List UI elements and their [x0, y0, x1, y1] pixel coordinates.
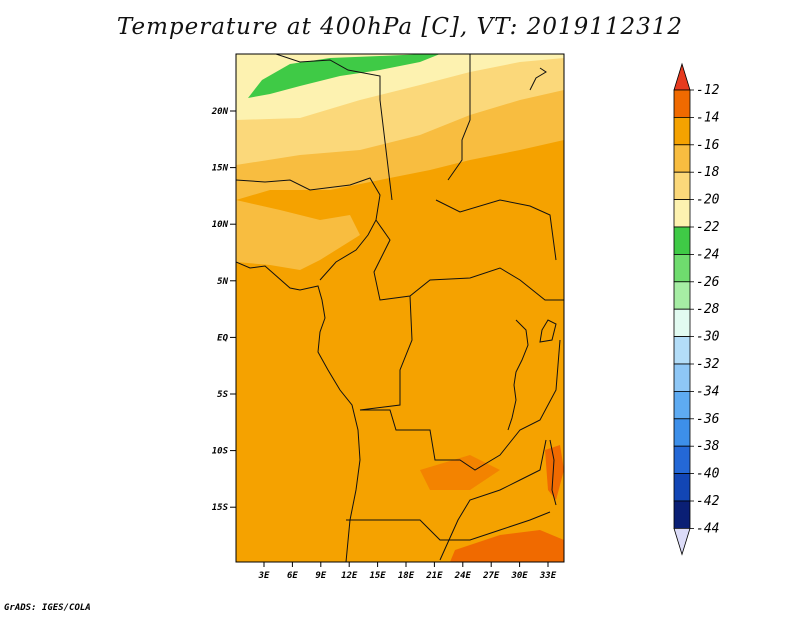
colorbar-label: -38 — [696, 439, 720, 454]
map-frame — [235, 53, 565, 563]
colorbar-label: -16 — [696, 138, 720, 153]
colorbar-swatch — [673, 171, 691, 200]
colorbar-label: -34 — [696, 384, 719, 399]
colorbar-swatch — [673, 308, 691, 338]
colorbar-swatch — [673, 62, 691, 91]
border-sudan-south — [435, 199, 557, 261]
colorbar-label: -22 — [696, 220, 720, 235]
colorbar-label: -26 — [696, 275, 720, 290]
colorbar-swatch — [673, 473, 691, 502]
colorbar-swatch — [673, 281, 691, 310]
lon-tick-label: 9E — [315, 571, 326, 581]
lon-tick-label: 18E — [398, 571, 415, 581]
border-sudan — [447, 54, 471, 181]
colorbar-label: -30 — [696, 330, 720, 345]
colorbar-swatch — [673, 117, 691, 146]
border-congo — [359, 295, 561, 471]
colorbar: -12 -14 -16 -18 -20 -22 -24 -26 -28 -30 -32 -34 -36 -… — [673, 62, 720, 556]
latitude-axis: 20N 15N 10N 5N EQ 5S 10S 15S — [211, 107, 236, 513]
colorbar-swatch — [673, 390, 691, 420]
border-sahel — [236, 177, 381, 281]
colorbar-swatch — [673, 500, 691, 529]
lon-tick-label: 30E — [510, 571, 528, 581]
field-band-14-southeast — [450, 530, 564, 562]
colorbar-label: -36 — [696, 412, 720, 427]
longitude-axis: 3E 6E 9E 12E 15E 18E 21E 24E 27E 30E 33E — [258, 562, 557, 581]
field-band-18-west — [236, 200, 360, 270]
lon-tick-label: 27E — [482, 571, 500, 581]
colorbar-swatch — [673, 363, 691, 392]
colorbar-swatch — [673, 89, 691, 118]
colorbar-swatch — [673, 226, 691, 255]
lon-tick-label: 33E — [539, 571, 557, 581]
lon-tick-label: 15E — [369, 571, 386, 581]
field-band-14-east — [545, 445, 564, 500]
lon-tick-label: 12E — [341, 571, 358, 581]
colorbar-swatch — [673, 144, 691, 173]
colorbar-swatch — [673, 445, 691, 475]
lat-tick-label: EQ — [217, 333, 228, 343]
lon-tick-label: 6E — [287, 571, 298, 581]
field-band-14-south — [420, 455, 500, 490]
lat-tick-label: 10S — [212, 447, 229, 457]
lake-victoria — [539, 319, 557, 343]
colorbar-label: -40 — [696, 467, 720, 482]
lat-tick-label: 20N — [211, 107, 229, 117]
lat-tick-label: 5S — [217, 390, 228, 400]
colorbar-label: -24 — [696, 247, 719, 262]
field-band-24 — [248, 54, 440, 98]
border-central — [373, 219, 564, 301]
colorbar-label: -20 — [696, 193, 720, 208]
colorbar-label: -18 — [696, 165, 720, 180]
lat-tick-label: 15N — [212, 164, 229, 174]
colorbar-swatch — [673, 199, 691, 228]
lat-tick-label: 5N — [217, 277, 228, 287]
border-zambia — [439, 439, 547, 561]
colorbar-label: -12 — [696, 83, 720, 98]
lat-tick-label: 15S — [212, 503, 229, 513]
colorbar-swatch — [673, 253, 691, 283]
lon-tick-label: 21E — [425, 571, 443, 581]
colorbar-swatch — [673, 528, 691, 556]
country-borders — [236, 54, 564, 562]
colorbar-swatch — [673, 336, 691, 365]
lon-tick-label: 24E — [454, 571, 472, 581]
temperature-field — [236, 54, 564, 562]
lon-tick-label: 3E — [258, 571, 270, 581]
colorbar-label: -32 — [696, 357, 720, 372]
colorbar-label: -44 — [696, 521, 719, 536]
colorbar-label: -14 — [696, 110, 719, 125]
lat-tick-label: 10N — [212, 220, 229, 230]
colorbar-label: -28 — [696, 302, 720, 317]
footer-credit: GrADS: IGES/COLA — [4, 603, 91, 613]
lake-borders — [507, 319, 529, 431]
colorbar-label: -42 — [696, 494, 720, 509]
red-sea-coast — [529, 67, 547, 91]
border-north — [275, 54, 393, 201]
chart-title: Temperature at 400hPa [C], VT: 201911231… — [116, 14, 684, 40]
colorbar-swatch — [673, 418, 691, 447]
border-south — [346, 511, 551, 541]
lake-malawi — [549, 439, 557, 506]
coastline-west — [236, 261, 361, 562]
